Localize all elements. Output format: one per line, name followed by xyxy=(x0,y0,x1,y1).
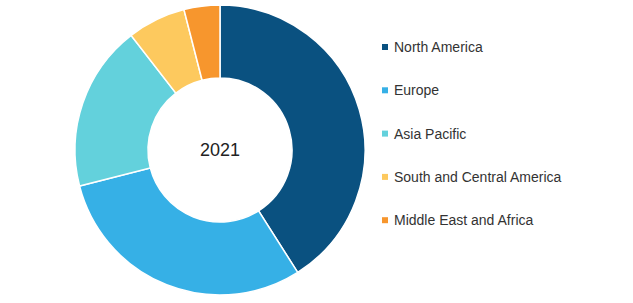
legend-marker xyxy=(382,44,388,50)
legend-marker xyxy=(382,131,388,137)
legend-label: Europe xyxy=(394,82,439,98)
chart: 2021 North America Europe Asia Pacific South… xyxy=(0,0,633,303)
slice xyxy=(184,5,220,80)
slice xyxy=(80,168,298,295)
legend-marker xyxy=(382,174,388,180)
legend: North America Europe Asia Pacific South and… xyxy=(382,39,562,228)
legend-marker xyxy=(382,87,388,93)
legend-label: North America xyxy=(394,39,483,55)
donut xyxy=(75,5,365,295)
legend-label: Middle East and Africa xyxy=(394,212,534,228)
legend-label: South and Central America xyxy=(394,169,562,185)
legend-label: Asia Pacific xyxy=(394,126,466,142)
legend-marker xyxy=(382,217,388,223)
center-label: 2021 xyxy=(200,140,240,160)
